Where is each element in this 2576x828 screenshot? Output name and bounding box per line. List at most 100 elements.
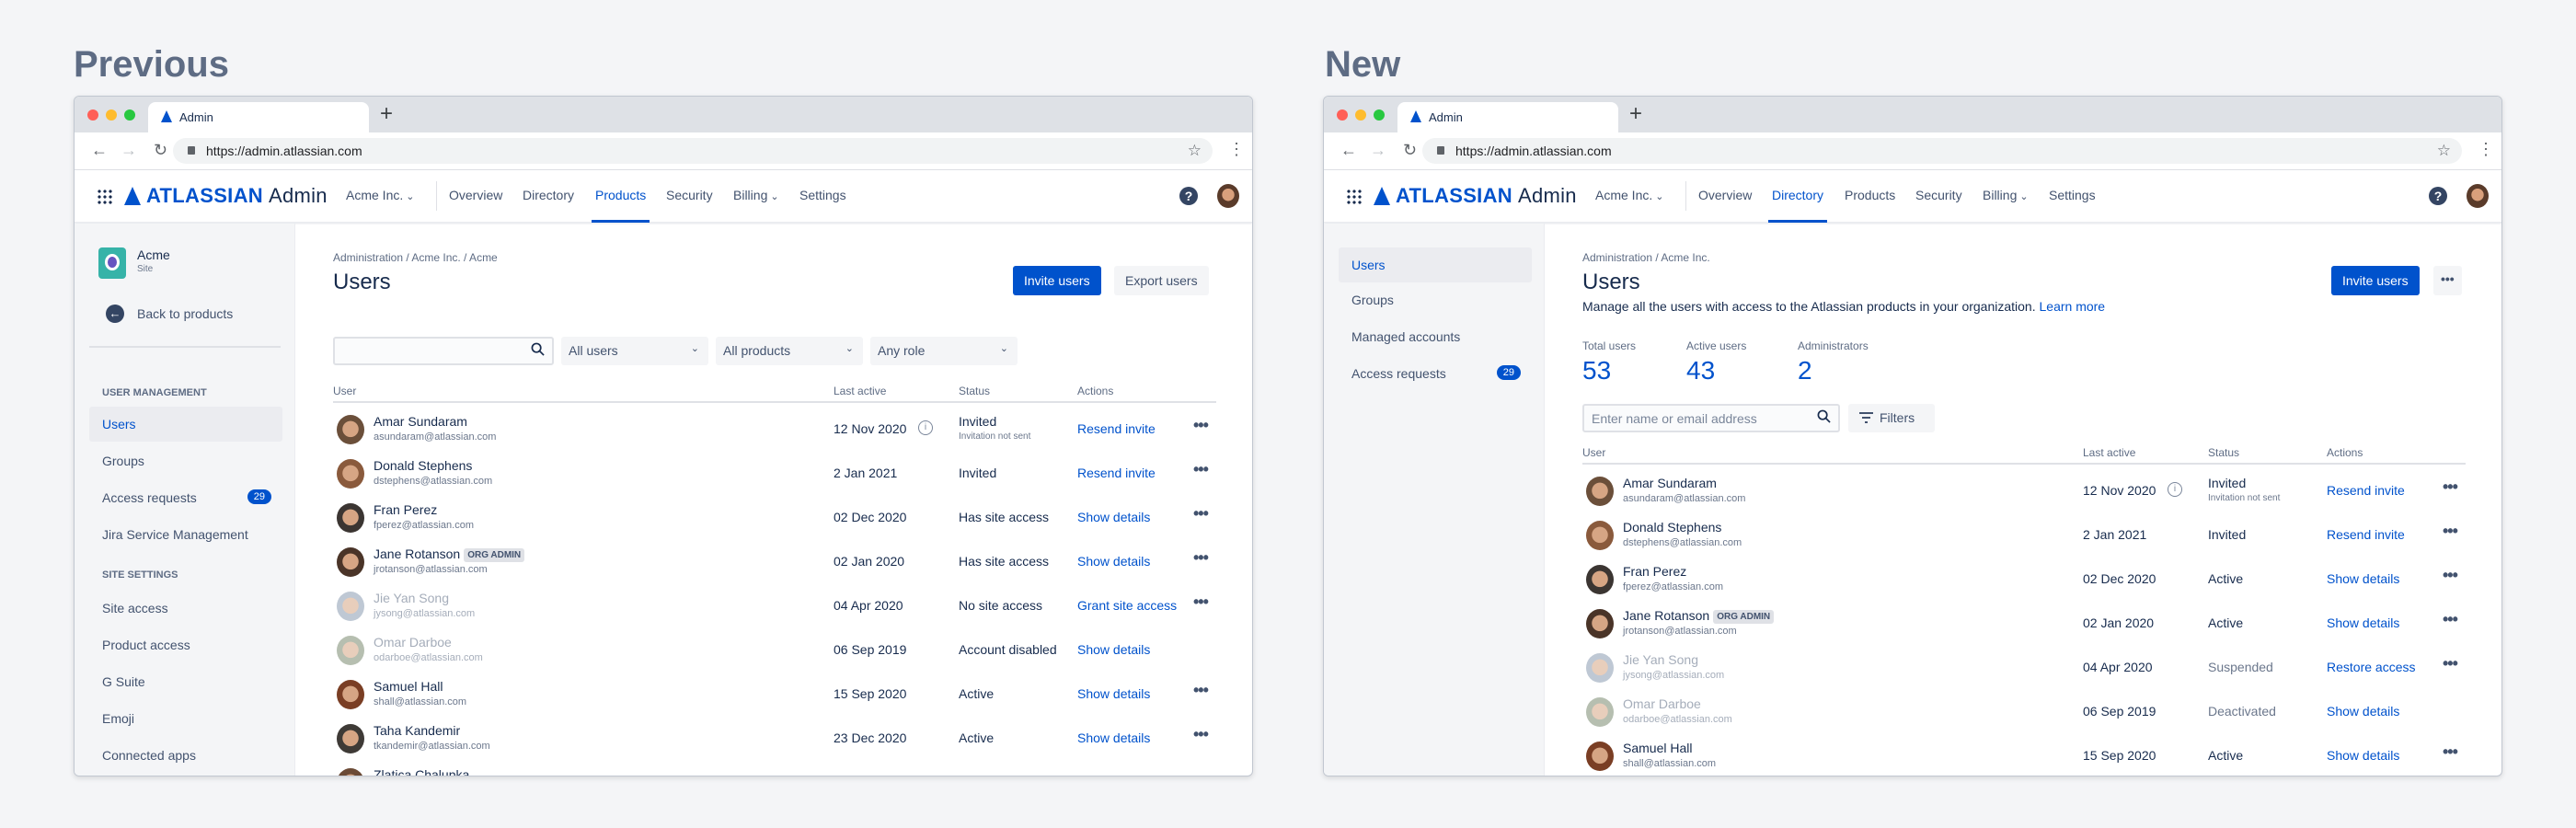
resend-invite-link[interactable]: Resend invite <box>1077 421 1156 436</box>
bookmark-star-icon[interactable]: ☆ <box>2436 142 2451 159</box>
show-details-link[interactable]: Show details <box>1077 730 1151 745</box>
back-icon[interactable]: ← <box>91 141 108 159</box>
org-switcher[interactable]: Acme Inc. ⌄ <box>346 188 415 202</box>
user-name[interactable]: Omar Darboe <box>374 635 452 650</box>
reload-icon[interactable]: ↻ <box>154 141 168 159</box>
sidebar-item-emoji[interactable]: Emoji <box>102 711 135 726</box>
sidebar-item-users[interactable]: Users <box>1339 247 1532 282</box>
new-tab-button[interactable]: + <box>380 101 394 126</box>
user-avatar[interactable] <box>1217 184 1239 208</box>
invite-users-button[interactable]: Invite users <box>2331 266 2420 295</box>
browser-tab[interactable]: Admin <box>148 102 369 132</box>
more-actions-icon[interactable]: ••• <box>1193 681 1209 699</box>
sidebar-item-users[interactable]: Users <box>89 407 282 442</box>
export-users-button[interactable]: Export users <box>1114 266 1209 295</box>
show-details-link[interactable]: Show details <box>2327 571 2400 586</box>
nav-products[interactable]: Products <box>1845 188 1895 202</box>
browser-tab[interactable]: Admin <box>1397 102 1618 132</box>
learn-more-link[interactable]: Learn more <box>2039 299 2106 314</box>
bookmark-star-icon[interactable]: ☆ <box>1187 142 1202 159</box>
nav-settings[interactable]: Settings <box>2049 188 2096 202</box>
user-name[interactable]: Taha Kandemir <box>374 723 460 738</box>
user-name[interactable]: Omar Darboe <box>1623 696 1701 711</box>
nav-settings[interactable]: Settings <box>799 188 846 202</box>
sidebar-item-groups[interactable]: Groups <box>102 454 144 468</box>
resend-invite-link[interactable]: Resend invite <box>2327 483 2405 498</box>
back-arrow-icon[interactable]: ← <box>106 305 124 323</box>
browser-menu-icon[interactable]: ⋮ <box>1228 140 1245 158</box>
sidebar-item-product-access[interactable]: Product access <box>102 638 190 652</box>
breadcrumb[interactable]: Administration / Acme Inc. / Acme <box>333 251 498 264</box>
nav-directory[interactable]: Directory <box>523 188 574 202</box>
nav-security[interactable]: Security <box>1915 188 1962 202</box>
user-name[interactable]: Fran Perez <box>374 502 437 517</box>
user-name[interactable]: Zlatica Chalupka <box>374 767 469 776</box>
back-icon[interactable]: ← <box>1340 141 1357 159</box>
nav-security[interactable]: Security <box>666 188 713 202</box>
close-window-button[interactable] <box>87 109 98 121</box>
more-actions-icon[interactable]: ••• <box>1193 725 1209 743</box>
user-name[interactable]: Fran Perez <box>1623 564 1686 579</box>
sidebar-item-connected-apps[interactable]: Connected apps <box>102 748 196 763</box>
nav-directory[interactable]: Directory <box>1767 188 1828 223</box>
user-name[interactable]: Jane Rotanson ORG ADMIN <box>374 546 525 562</box>
minimize-window-button[interactable] <box>1355 109 1366 121</box>
nav-overview[interactable]: Overview <box>449 188 502 202</box>
help-icon[interactable]: ? <box>2429 187 2447 205</box>
sidebar-item-jira-service-management[interactable]: Jira Service Management <box>102 527 248 542</box>
user-name[interactable]: Donald Stephens <box>1623 520 1721 535</box>
sidebar-item-site-access[interactable]: Site access <box>102 601 168 615</box>
resend-invite-link[interactable]: Resend invite <box>1077 466 1156 480</box>
user-name[interactable]: Jie Yan Song <box>374 591 449 605</box>
product-filter-select[interactable]: All products ⌄ <box>716 337 863 365</box>
help-icon[interactable]: ? <box>1179 187 1198 205</box>
user-name[interactable]: Amar Sundaram <box>374 414 467 429</box>
grant-site-access-link[interactable]: Grant site access <box>1077 598 1178 613</box>
info-icon[interactable]: i <box>918 420 933 435</box>
show-details-link[interactable]: Show details <box>1077 686 1151 701</box>
restore-access-link[interactable]: Restore access <box>2327 660 2416 674</box>
more-actions-icon[interactable]: ••• <box>1193 504 1209 523</box>
show-details-link[interactable]: Show details <box>2327 748 2400 763</box>
more-actions-icon[interactable]: ••• <box>1193 548 1209 567</box>
info-icon[interactable]: i <box>2168 482 2182 497</box>
more-actions-icon[interactable]: ••• <box>1193 592 1209 611</box>
user-name[interactable]: Jie Yan Song <box>1623 652 1698 667</box>
url-field[interactable]: https://admin.atlassian.com ☆ <box>1422 138 2462 164</box>
browser-menu-icon[interactable]: ⋮ <box>2478 140 2494 158</box>
nav-billing[interactable]: Billing ⌄ <box>733 188 779 202</box>
show-details-link[interactable]: Show details <box>1077 510 1151 524</box>
minimize-window-button[interactable] <box>106 109 117 121</box>
role-filter-select[interactable]: Any role ⌄ <box>870 337 1018 365</box>
more-actions-icon[interactable]: ••• <box>1193 460 1209 478</box>
more-actions-icon[interactable]: ••• <box>1193 416 1209 434</box>
resend-invite-link[interactable]: Resend invite <box>2327 527 2405 542</box>
more-actions-icon[interactable]: ••• <box>2443 477 2458 496</box>
user-name[interactable]: Donald Stephens <box>374 458 472 473</box>
nav-overview[interactable]: Overview <box>1698 188 1752 202</box>
sidebar-item-g-suite[interactable]: G Suite <box>102 674 145 689</box>
sidebar-item-access-requests[interactable]: Access requests 29 <box>89 480 282 515</box>
filters-button[interactable]: Filters <box>1848 404 1935 432</box>
search-input[interactable] <box>333 337 554 365</box>
reload-icon[interactable]: ↻ <box>1403 141 1418 159</box>
more-actions-icon[interactable]: ••• <box>2443 566 2458 584</box>
sidebar-item-managed-accounts[interactable]: Managed accounts <box>1351 329 1461 344</box>
forward-icon[interactable]: → <box>1370 141 1386 159</box>
show-details-link[interactable]: Show details <box>1077 642 1151 657</box>
user-name[interactable]: Samuel Hall <box>1623 741 1692 755</box>
user-filter-select[interactable]: All users ⌄ <box>561 337 708 365</box>
invite-users-button[interactable]: Invite users <box>1013 266 1101 295</box>
show-details-link[interactable]: Show details <box>2327 615 2400 630</box>
maximize-window-button[interactable] <box>124 109 135 121</box>
app-switcher-icon[interactable] <box>97 189 112 204</box>
search-input[interactable]: Enter name or email address <box>1582 404 1840 432</box>
user-name[interactable]: Amar Sundaram <box>1623 476 1717 490</box>
more-actions-icon[interactable]: ••• <box>2443 610 2458 628</box>
more-actions-button[interactable]: ••• <box>2433 266 2462 295</box>
show-details-link[interactable]: Show details <box>1077 554 1151 569</box>
forward-icon[interactable]: → <box>121 141 137 159</box>
show-details-link[interactable]: Show details <box>2327 704 2400 719</box>
new-tab-button[interactable]: + <box>1629 101 1643 126</box>
sidebar-item-groups[interactable]: Groups <box>1351 293 1394 307</box>
